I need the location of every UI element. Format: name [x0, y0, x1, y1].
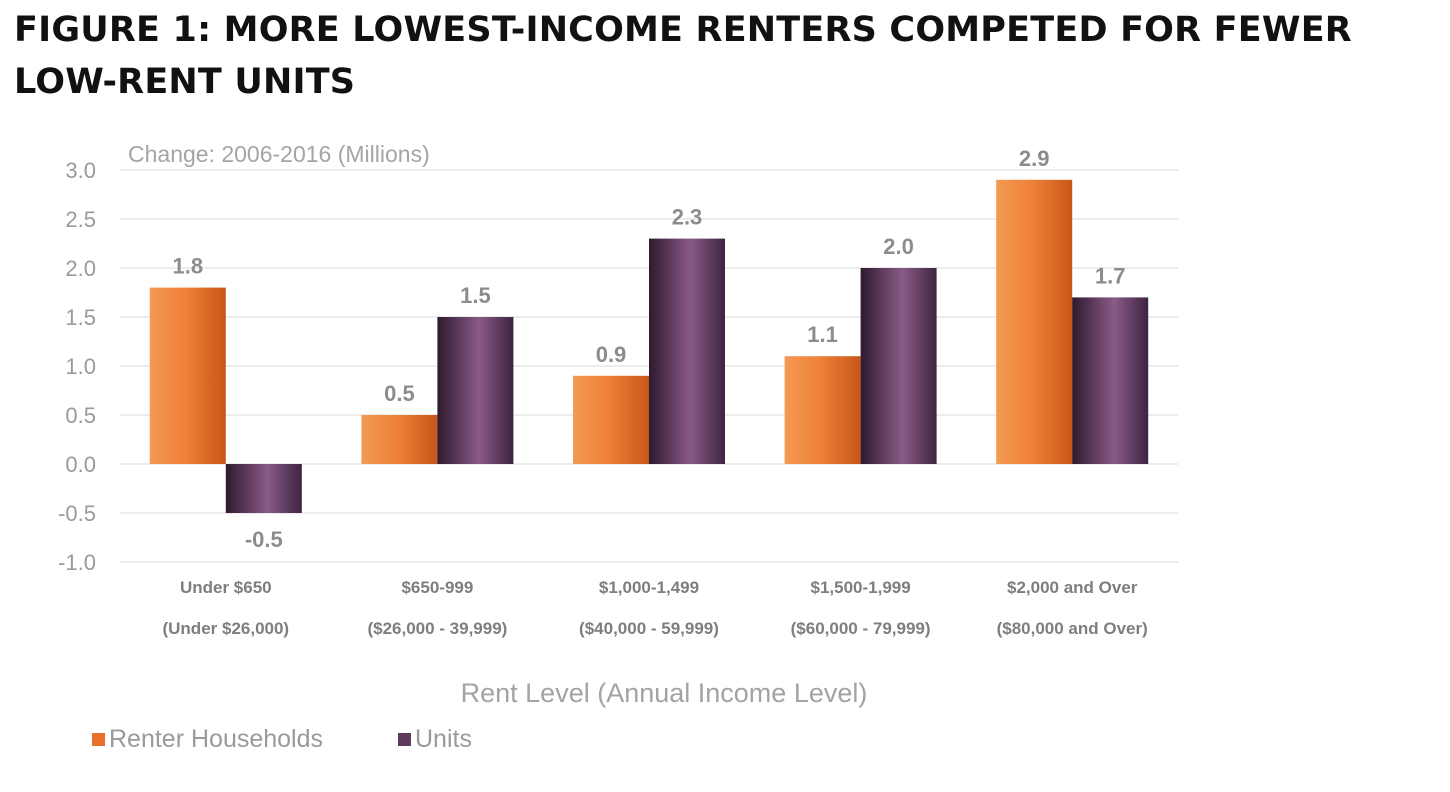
- data-label: 1.7: [1095, 263, 1126, 288]
- data-label: 0.9: [596, 342, 627, 367]
- y-tick-label: 2.5: [65, 207, 96, 232]
- units-legend-label: Units: [415, 725, 472, 753]
- y-tick-label: -1.0: [58, 550, 96, 575]
- x-tick-label: ($80,000 and Over): [997, 619, 1148, 638]
- data-label: 1.8: [173, 254, 204, 279]
- data-label: 1.1: [807, 322, 838, 347]
- y-tick-label: 2.0: [65, 256, 96, 281]
- units-bar: [225, 464, 302, 513]
- renter-households-bar: [784, 356, 861, 464]
- x-tick-label: ($40,000 - 59,999): [579, 619, 719, 638]
- bars: [149, 179, 1149, 513]
- data-label: -0.5: [245, 527, 283, 552]
- y-tick-label: 1.0: [65, 354, 96, 379]
- renter-households-bar: [573, 375, 649, 464]
- x-tick-label: (Under $26,000): [162, 619, 289, 638]
- renter-households-bar: [996, 179, 1073, 465]
- units-bar: [437, 317, 514, 464]
- y-tick-label: -0.5: [58, 501, 96, 526]
- renter-households-bar: [361, 415, 438, 464]
- x-tick-label: ($60,000 - 79,999): [791, 619, 931, 638]
- data-label: 1.5: [460, 283, 491, 308]
- data-label: 2.0: [883, 234, 914, 259]
- x-axis: Under $650 (Under $26,000) $650-999 ($26,00…: [162, 578, 1147, 638]
- renter-households-bar: [149, 287, 226, 464]
- data-label: 2.3: [672, 205, 703, 230]
- units-bar: [649, 238, 725, 464]
- figure-title: FIGURE 1: MORE LOWEST-INCOME RENTERS COM…: [14, 10, 1352, 102]
- renter-households-legend-label: Renter Households: [109, 725, 323, 753]
- data-label: 2.9: [1019, 146, 1050, 171]
- data-labels: 1.8 -0.5 0.5 1.5 0.9 2.3 1.1 2.0 2.9 1.7: [173, 146, 1126, 552]
- legend: Renter Households Units: [92, 725, 472, 753]
- x-tick-label: $1,000-1,499: [599, 578, 699, 597]
- chart-subtitle: Change: 2006-2016 (Millions): [128, 141, 430, 167]
- x-tick-label: $650-999: [401, 578, 473, 597]
- y-axis: 3.0 2.5 2.0 1.5 1.0 0.5 0.0 -0.5 -1.0: [58, 158, 96, 575]
- y-tick-label: 0.5: [65, 403, 96, 428]
- x-tick-label: $1,500-1,999: [810, 578, 910, 597]
- units-bar: [1072, 297, 1149, 464]
- x-tick-label: ($26,000 - 39,999): [367, 619, 507, 638]
- data-label: 0.5: [384, 381, 415, 406]
- units-bar: [860, 268, 937, 464]
- y-tick-label: 1.5: [65, 305, 96, 330]
- y-tick-label: 0.0: [65, 452, 96, 477]
- x-tick-label: $2,000 and Over: [1007, 578, 1138, 597]
- renter-households-legend-swatch: [92, 733, 105, 746]
- x-tick-label: Under $650: [180, 578, 272, 597]
- y-tick-label: 3.0: [65, 158, 96, 183]
- x-axis-title: Rent Level (Annual Income Level): [461, 678, 868, 708]
- units-legend-swatch: [398, 733, 411, 746]
